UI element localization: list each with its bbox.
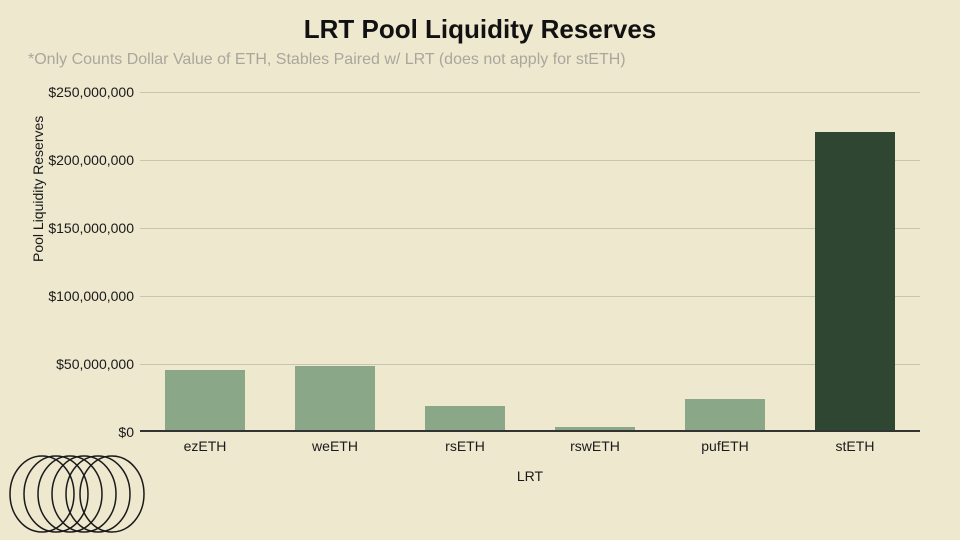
bar xyxy=(815,132,896,430)
bar xyxy=(555,427,636,430)
plot-region: $0$50,000,000$100,000,000$150,000,000$20… xyxy=(140,92,920,432)
y-tick-label: $200,000,000 xyxy=(0,152,134,168)
bar xyxy=(685,399,766,430)
x-axis-title: LRT xyxy=(140,468,920,484)
gridline xyxy=(140,228,920,229)
gridline xyxy=(140,296,920,297)
gridline xyxy=(140,92,920,93)
x-tick-label: stETH xyxy=(790,438,920,454)
gridline xyxy=(140,364,920,365)
chart-subtitle: *Only Counts Dollar Value of ETH, Stable… xyxy=(0,45,960,69)
gridline xyxy=(140,160,920,161)
x-tick-label: ezETH xyxy=(140,438,270,454)
x-axis-line xyxy=(140,430,920,432)
bar xyxy=(425,406,506,430)
y-axis-title: Pool Liquidity Reserves xyxy=(30,116,46,262)
y-tick-label: $50,000,000 xyxy=(0,356,134,372)
chart-area: Pool Liquidity Reserves $0$50,000,000$10… xyxy=(140,92,920,432)
x-tick-label: pufETH xyxy=(660,438,790,454)
y-tick-label: $250,000,000 xyxy=(0,84,134,100)
bar xyxy=(295,366,376,430)
x-tick-label: weETH xyxy=(270,438,400,454)
brand-logo-icon xyxy=(8,454,148,534)
y-tick-label: $100,000,000 xyxy=(0,288,134,304)
x-tick-label: rsETH xyxy=(400,438,530,454)
y-tick-label: $150,000,000 xyxy=(0,220,134,236)
bar xyxy=(165,370,246,430)
chart-title: LRT Pool Liquidity Reserves xyxy=(0,0,960,45)
y-tick-label: $0 xyxy=(0,424,134,440)
x-tick-label: rswETH xyxy=(530,438,660,454)
